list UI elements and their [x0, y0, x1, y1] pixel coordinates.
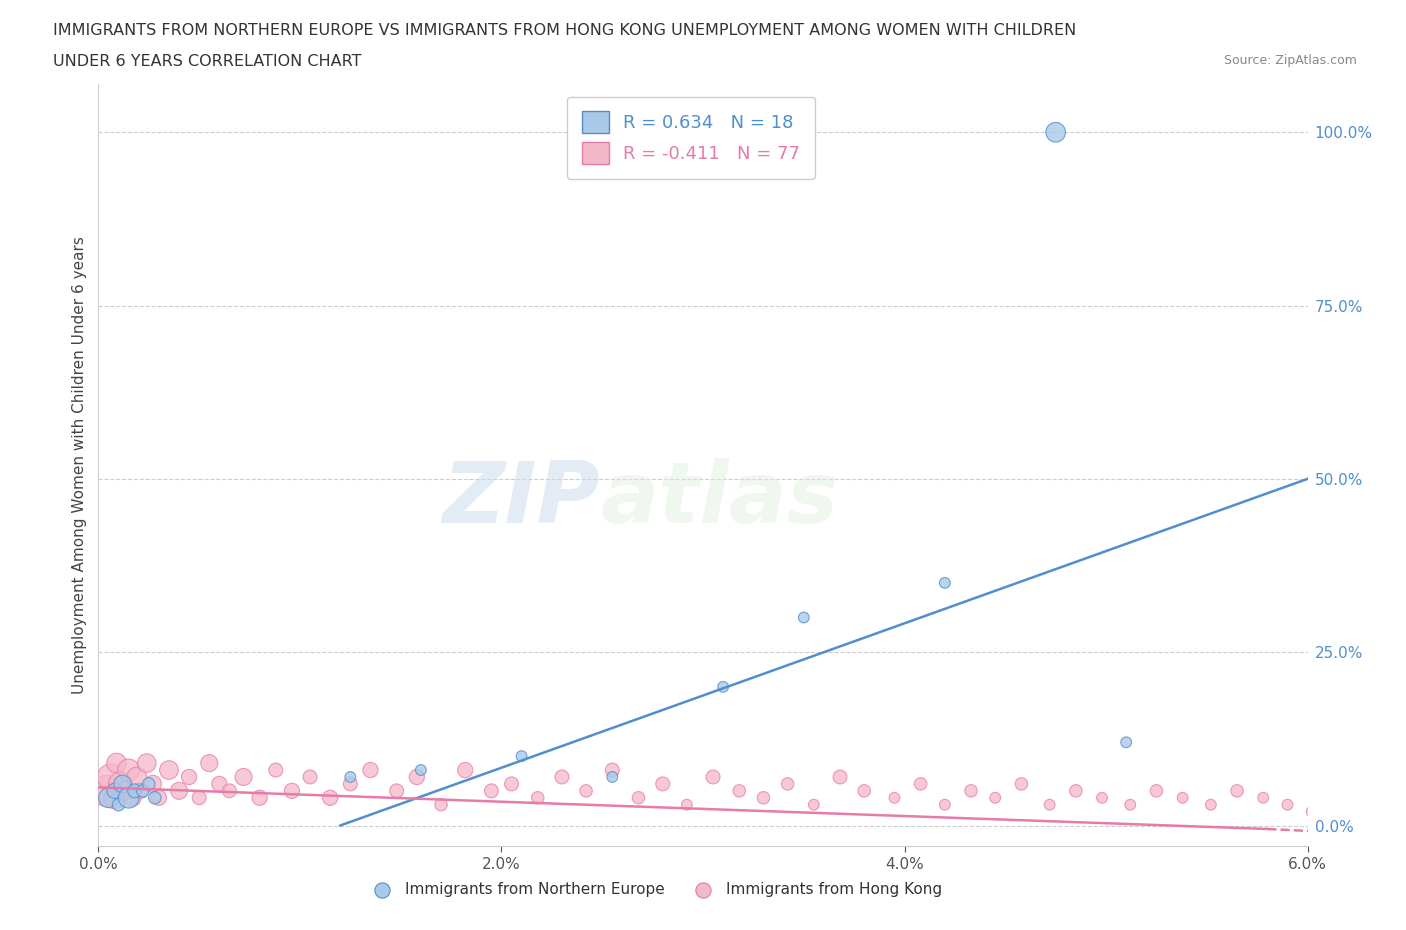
- Text: IMMIGRANTS FROM NORTHERN EUROPE VS IMMIGRANTS FROM HONG KONG UNEMPLOYMENT AMONG : IMMIGRANTS FROM NORTHERN EUROPE VS IMMIG…: [53, 23, 1077, 38]
- Point: [1402, 790, 1406, 805]
- Point: [828, 769, 851, 784]
- Point: [179, 769, 201, 784]
- Point: [148, 790, 170, 805]
- Point: [454, 763, 477, 777]
- Point: [249, 790, 271, 805]
- Point: [299, 769, 322, 784]
- Point: [167, 783, 190, 798]
- Point: [232, 769, 254, 784]
- Point: [143, 790, 166, 805]
- Legend: Immigrants from Northern Europe, Immigrants from Hong Kong: Immigrants from Northern Europe, Immigra…: [361, 876, 948, 903]
- Point: [100, 769, 122, 784]
- Point: [1171, 790, 1194, 805]
- Text: UNDER 6 YEARS CORRELATION CHART: UNDER 6 YEARS CORRELATION CHART: [53, 54, 361, 69]
- Point: [218, 783, 240, 798]
- Point: [883, 790, 905, 805]
- Point: [339, 769, 361, 784]
- Point: [551, 769, 574, 784]
- Point: [1301, 804, 1323, 819]
- Point: [510, 749, 533, 764]
- Point: [124, 783, 146, 798]
- Point: [105, 756, 128, 771]
- Point: [984, 790, 1007, 805]
- Point: [1045, 125, 1067, 140]
- Point: [430, 797, 453, 812]
- Point: [103, 783, 125, 798]
- Point: [319, 790, 342, 805]
- Point: [121, 790, 143, 805]
- Point: [627, 790, 650, 805]
- Point: [1010, 777, 1032, 791]
- Point: [103, 790, 125, 805]
- Point: [198, 756, 221, 771]
- Point: [1327, 790, 1350, 805]
- Point: [405, 769, 427, 784]
- Point: [1039, 797, 1062, 812]
- Point: [575, 783, 598, 798]
- Text: ZIP: ZIP: [443, 458, 600, 541]
- Point: [208, 777, 231, 791]
- Point: [118, 763, 141, 777]
- Point: [110, 777, 132, 791]
- Point: [728, 783, 751, 798]
- Point: [135, 756, 157, 771]
- Point: [114, 783, 136, 798]
- Text: Source: ZipAtlas.com: Source: ZipAtlas.com: [1223, 54, 1357, 67]
- Point: [339, 777, 361, 791]
- Point: [1353, 797, 1375, 812]
- Point: [1091, 790, 1114, 805]
- Point: [118, 790, 141, 805]
- Point: [1115, 735, 1137, 750]
- Point: [360, 763, 382, 777]
- Point: [853, 783, 876, 798]
- Point: [602, 769, 624, 784]
- Y-axis label: Unemployment Among Women with Children Under 6 years: Unemployment Among Women with Children U…: [72, 236, 87, 694]
- Point: [793, 610, 815, 625]
- Point: [125, 769, 148, 784]
- Point: [111, 777, 134, 791]
- Point: [281, 783, 304, 798]
- Point: [1199, 797, 1222, 812]
- Point: [138, 777, 160, 791]
- Point: [107, 797, 129, 812]
- Point: [602, 763, 624, 777]
- Point: [264, 763, 287, 777]
- Point: [676, 797, 699, 812]
- Point: [501, 777, 523, 791]
- Point: [129, 783, 152, 798]
- Point: [1376, 804, 1399, 819]
- Point: [409, 763, 432, 777]
- Point: [132, 783, 155, 798]
- Point: [651, 777, 673, 791]
- Point: [934, 797, 956, 812]
- Point: [481, 783, 503, 798]
- Point: [96, 783, 118, 798]
- Point: [97, 790, 120, 805]
- Point: [1064, 783, 1087, 798]
- Point: [702, 769, 724, 784]
- Point: [142, 777, 165, 791]
- Point: [1119, 797, 1142, 812]
- Point: [157, 763, 180, 777]
- Point: [960, 783, 983, 798]
- Point: [752, 790, 775, 805]
- Point: [934, 576, 956, 591]
- Point: [188, 790, 211, 805]
- Point: [1226, 783, 1249, 798]
- Point: [803, 797, 825, 812]
- Point: [711, 680, 734, 695]
- Point: [776, 777, 799, 791]
- Point: [1251, 790, 1274, 805]
- Point: [385, 783, 408, 798]
- Point: [1277, 797, 1299, 812]
- Point: [910, 777, 932, 791]
- Text: atlas: atlas: [600, 458, 838, 541]
- Point: [1146, 783, 1168, 798]
- Point: [526, 790, 548, 805]
